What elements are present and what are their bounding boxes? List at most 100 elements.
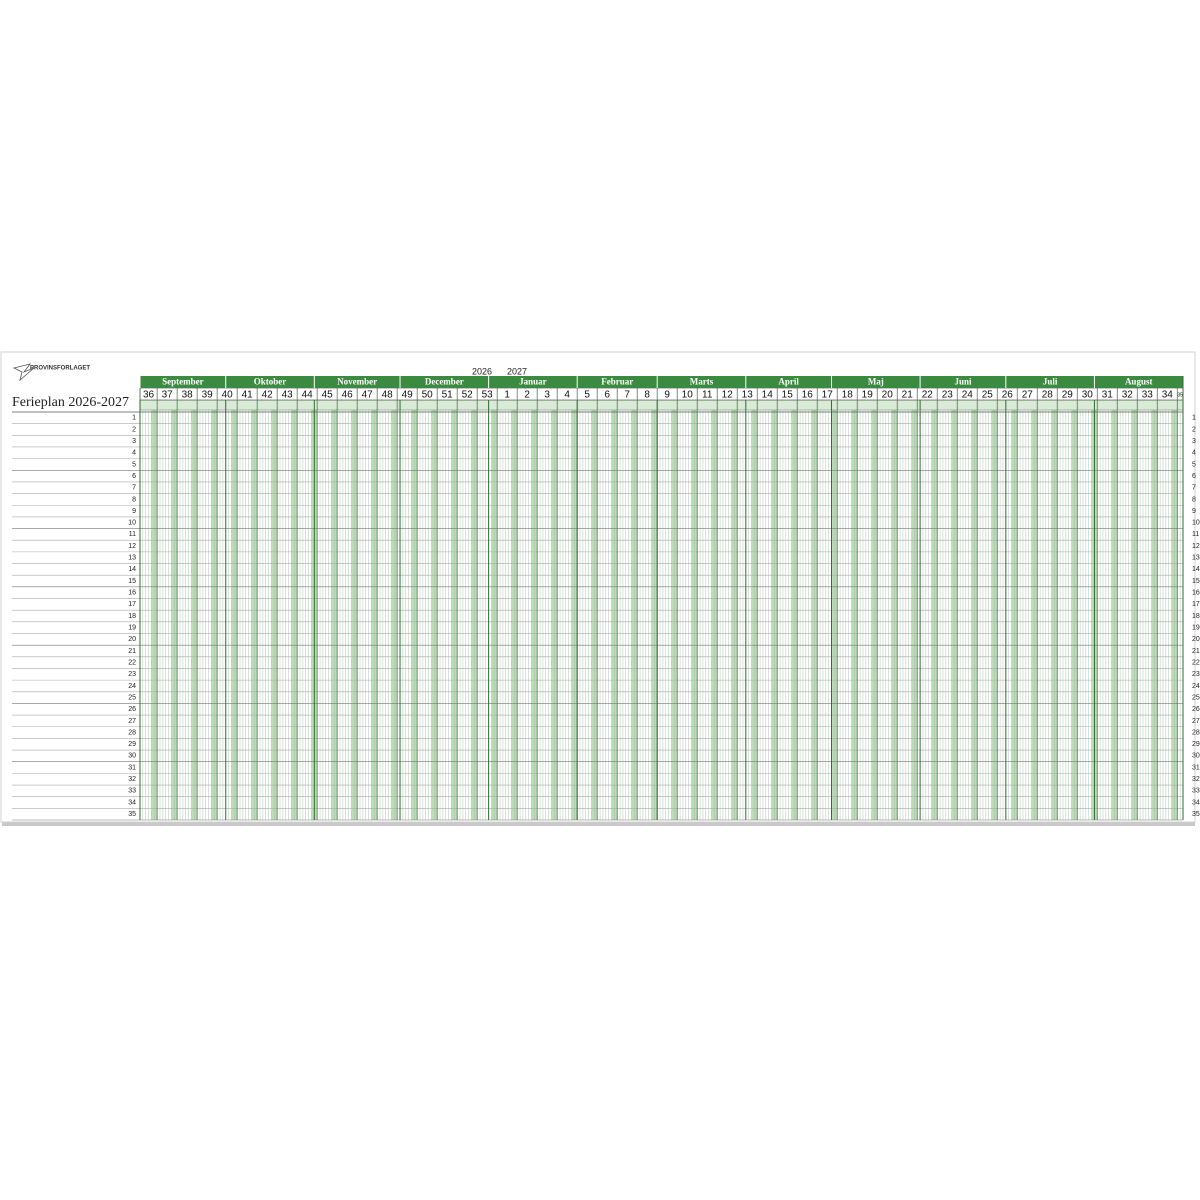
- week-number: 15: [782, 390, 794, 401]
- week-number: 13: [742, 390, 754, 401]
- year: 2027: [507, 366, 527, 376]
- row-number: 21: [128, 648, 136, 655]
- week-number: 43: [282, 390, 294, 401]
- row-number: 32: [128, 776, 136, 783]
- row-number: 16: [1192, 590, 1200, 597]
- row-number: 26: [1192, 706, 1200, 713]
- week-number: 46: [342, 390, 354, 401]
- week-number: 1: [504, 390, 510, 401]
- row-number: 12: [1192, 543, 1200, 550]
- row-number: 19: [1192, 625, 1200, 632]
- week-number: 22: [922, 390, 934, 401]
- row-number: 22: [1192, 659, 1200, 666]
- row-number: 2: [1192, 426, 1196, 433]
- month-name: September: [162, 377, 204, 387]
- week-number: 47: [362, 390, 374, 401]
- year: 2026: [472, 366, 492, 376]
- month-name: Juli: [1043, 377, 1058, 387]
- week-number: 18: [842, 390, 854, 401]
- row-number: 24: [128, 683, 136, 690]
- week-number: 6: [604, 390, 610, 401]
- row-number: 35: [1192, 811, 1200, 818]
- row-number: 14: [128, 566, 136, 573]
- row-number: 35: [128, 811, 136, 818]
- row-number: 7: [1192, 485, 1196, 492]
- board-shadow: [2, 821, 1195, 826]
- logo-text: PROVINSFORLAGET: [30, 366, 90, 372]
- month-name: Juni: [954, 377, 972, 387]
- week-number: 38: [182, 390, 194, 401]
- month-name: Oktober: [254, 377, 287, 387]
- row-number: 9: [1192, 508, 1196, 515]
- week-number: 37: [162, 390, 174, 401]
- row-number: 1: [132, 415, 136, 422]
- row-number: 33: [1192, 788, 1200, 795]
- row-number: 2: [132, 426, 136, 433]
- row-number: 20: [128, 636, 136, 643]
- week-number: 27: [1022, 390, 1034, 401]
- row-number: 29: [1192, 741, 1200, 748]
- week-number: 31: [1102, 390, 1114, 401]
- week-number: 49: [402, 390, 414, 401]
- row-number: 28: [128, 729, 136, 736]
- month-band: [140, 376, 1183, 388]
- week-number: 14: [762, 390, 774, 401]
- row-number: 7: [132, 485, 136, 492]
- week-number: 36: [143, 390, 155, 401]
- week-number: 2: [524, 390, 530, 401]
- row-number: 1: [1192, 415, 1196, 422]
- row-number: 13: [128, 555, 136, 562]
- week-number: 51: [442, 390, 454, 401]
- week-number: 12: [722, 390, 734, 401]
- week-number: 30: [1082, 390, 1094, 401]
- row-number: 6: [1192, 473, 1196, 480]
- week-number: 7: [624, 390, 630, 401]
- week-number: 19: [862, 390, 874, 401]
- logo-bird: [12, 363, 35, 382]
- week-number: 44: [302, 390, 314, 401]
- week-number: 29: [1062, 390, 1074, 401]
- row-number: 25: [128, 694, 136, 701]
- row-number: 11: [1192, 531, 1199, 538]
- row-number: 31: [1192, 764, 1200, 771]
- row-number: 10: [1192, 520, 1200, 527]
- week-number: 28: [1042, 390, 1054, 401]
- week-number: 23: [942, 390, 954, 401]
- month-name: Januar: [519, 377, 547, 387]
- row-number: 24: [1192, 683, 1200, 690]
- row-number: 30: [1192, 753, 1200, 760]
- row-number: 31: [128, 764, 136, 771]
- row-number: 27: [128, 718, 136, 725]
- row-number: 15: [128, 578, 136, 585]
- week-number: 53: [482, 390, 494, 401]
- week-number: 5: [584, 390, 590, 401]
- row-number: 10: [128, 520, 136, 527]
- row-number: 5: [132, 461, 136, 468]
- row-number: 28: [1192, 729, 1200, 736]
- row-number: 12: [128, 543, 136, 550]
- week-number: 34: [1162, 390, 1174, 401]
- row-number: 13: [1192, 555, 1200, 562]
- month-name: December: [425, 377, 464, 387]
- week-number: 41: [242, 390, 254, 401]
- row-number: 32: [1192, 776, 1200, 783]
- row-number: 4: [132, 450, 136, 457]
- row-number: 5: [1192, 461, 1196, 468]
- row-number: 3: [1192, 438, 1196, 445]
- row-number: 19: [128, 625, 136, 632]
- row-number: 17: [128, 601, 136, 608]
- row-number: 33: [128, 788, 136, 795]
- month-name: Februar: [601, 377, 633, 387]
- month-name: Marts: [690, 377, 714, 387]
- row-number: 22: [128, 659, 136, 666]
- week-number: 9: [664, 390, 670, 401]
- row-number: 16: [128, 590, 136, 597]
- week-number: 52: [462, 390, 474, 401]
- row-number: 29: [128, 741, 136, 748]
- row-number: 34: [1192, 799, 1200, 806]
- week-number: 11: [702, 390, 713, 401]
- row-number: 18: [1192, 613, 1200, 620]
- row-number: 3: [132, 438, 136, 445]
